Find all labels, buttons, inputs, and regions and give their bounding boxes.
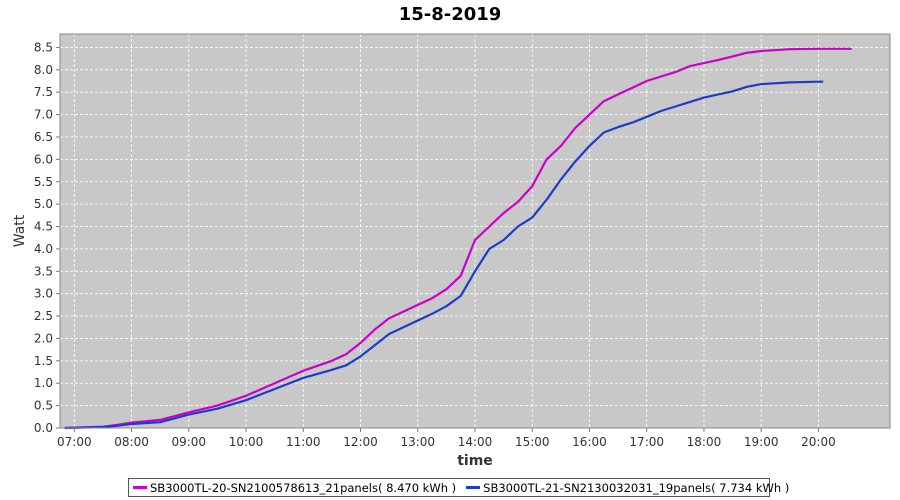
x-axis-label: time	[457, 453, 493, 469]
chart-title: 15-8-2019	[398, 4, 502, 25]
y-tick-label: 5.0	[34, 197, 53, 211]
legend-item-series-1: SB3000TL-20-SN2100578613_21panels( 8.470…	[133, 481, 456, 495]
x-tick-label: 20:00	[801, 435, 836, 449]
y-tick-label: 7.5	[34, 85, 53, 99]
y-tick-label: 6.5	[34, 130, 53, 144]
y-tick-label: 2.5	[34, 309, 53, 323]
y-tick-label: 1.0	[34, 376, 53, 390]
x-tick-label: 17:00	[629, 435, 664, 449]
y-tick-label: 4.0	[34, 242, 53, 256]
x-tick-label: 11:00	[286, 435, 321, 449]
x-tick-label: 12:00	[343, 435, 378, 449]
y-tick-label: 8.5	[34, 40, 53, 54]
y-tick-label: 4.5	[34, 220, 53, 234]
y-tick-label: 8.0	[34, 63, 53, 77]
y-tick-label: 5.5	[34, 175, 53, 189]
legend-label-series-1: SB3000TL-20-SN2100578613_21panels( 8.470…	[150, 480, 457, 495]
legend-swatch-series-2	[466, 486, 481, 489]
y-tick-label: 6.0	[34, 152, 53, 166]
y-tick-label: 3.0	[34, 287, 53, 301]
x-tick-label: 09:00	[171, 435, 206, 449]
y-tick-label: 0.5	[34, 399, 53, 413]
y-tick-label: 3.5	[34, 264, 53, 278]
plot-border	[59, 33, 891, 429]
x-tick-label: 19:00	[744, 435, 779, 449]
x-tick-label: 08:00	[114, 435, 149, 449]
legend: SB3000TL-20-SN2100578613_21panels( 8.470…	[128, 478, 789, 497]
x-tick-label: 16:00	[572, 435, 607, 449]
y-axis-label: Watt	[12, 214, 28, 247]
series-line-2	[64, 80, 824, 430]
legend-label-series-2: SB3000TL-21-SN2130032031_19panels( 7.734…	[483, 480, 790, 495]
legend-item-series-2: SB3000TL-21-SN2130032031_19panels( 7.734…	[466, 481, 789, 495]
series-line-1	[64, 47, 852, 430]
x-tick-label: 15:00	[515, 435, 550, 449]
x-tick-label: 10:00	[229, 435, 264, 449]
x-tick-label: 07:00	[57, 435, 92, 449]
y-tick-label: 2.0	[34, 331, 53, 345]
y-tick-label: 7.0	[34, 108, 53, 122]
y-tick-label: 0.0	[34, 421, 53, 435]
y-tick-label: 1.5	[34, 354, 53, 368]
x-tick-label: 13:00	[400, 435, 435, 449]
legend-swatch-series-1	[133, 486, 147, 489]
x-tick-label: 14:00	[458, 435, 493, 449]
x-tick-label: 18:00	[687, 435, 722, 449]
